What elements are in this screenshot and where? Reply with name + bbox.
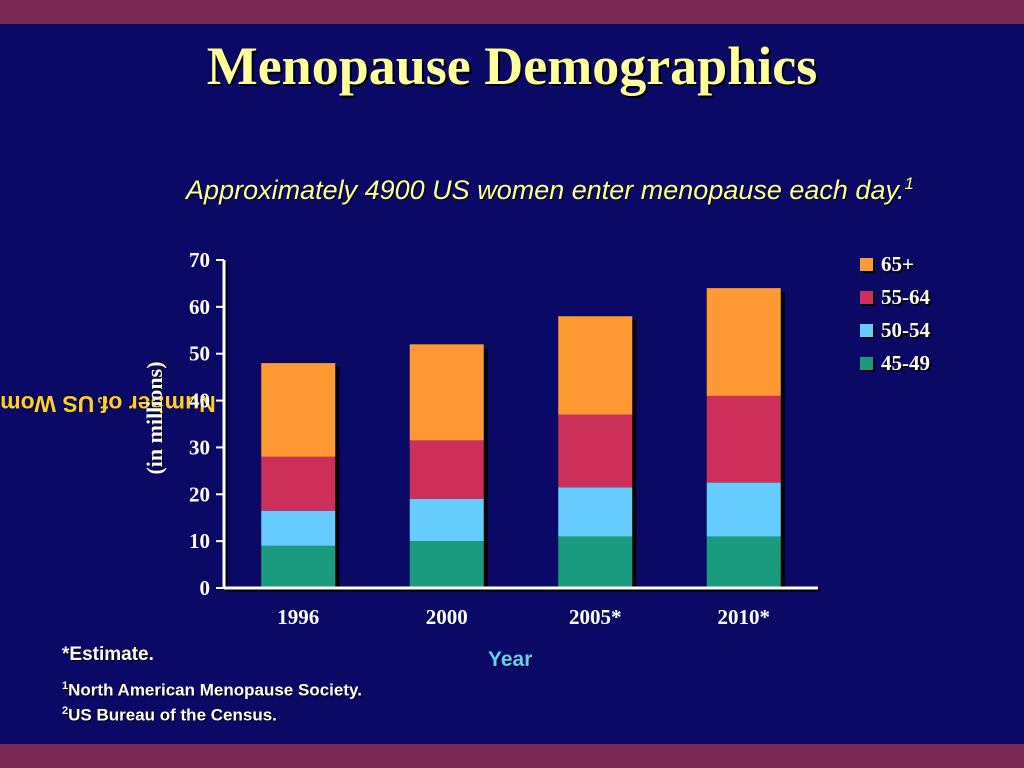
y-tick-label: 40: [189, 389, 210, 413]
y-tick-label: 60: [189, 295, 210, 319]
bottom-band: [0, 744, 1024, 768]
bar-segment-55-64-2010: [706, 395, 781, 483]
slide-subtitle: Approximately 4900 US women enter menopa…: [0, 166, 1024, 208]
legend-swatch: [860, 357, 873, 370]
bar-segment-50-54-2005: [558, 487, 633, 537]
subtitle-text: Approximately 4900 US women enter menopa…: [186, 175, 905, 205]
reference-1-number: 1: [62, 680, 69, 692]
slide-title: Menopause Demographics: [206, 36, 818, 96]
legend-swatch: [860, 258, 873, 271]
y-tick-label: 50: [189, 342, 210, 366]
reference-1-text: North American Menopause Society.: [68, 680, 362, 700]
estimate-footnote: *Estimate.: [62, 644, 154, 665]
x-tick-label: 2005*: [569, 605, 622, 629]
bar-segment-65+-2005: [558, 316, 633, 415]
bar-segment-55-64-2000: [409, 440, 484, 499]
x-tick-label: 1996: [277, 605, 319, 629]
legend-label: 45-49: [881, 351, 930, 375]
y-tick-label: 30: [189, 435, 210, 459]
reference-1: 1North American Menopause Society.: [62, 680, 362, 701]
x-tick-label: 2000: [426, 605, 468, 629]
subtitle-footnote-ref: 1: [904, 174, 914, 193]
bar-segment-50-54-2010: [706, 482, 781, 537]
legend-item: 50-54: [860, 314, 930, 347]
bar-segment-45-49-2010: [706, 536, 781, 588]
chart-legend: 65+ 55-64 50-54 45-49: [860, 248, 930, 380]
bar-segment-55-64-2005: [558, 414, 633, 488]
legend-swatch: [860, 291, 873, 304]
y-tick-label: 10: [189, 529, 210, 553]
legend-label: 50-54: [881, 318, 930, 342]
legend-item: 45-49: [860, 347, 930, 380]
bar-segment-65+-2000: [409, 344, 484, 441]
bar-segment-45-49-2005: [558, 536, 633, 588]
bar-segment-55-64-1996: [261, 456, 336, 511]
legend-item: 65+: [860, 248, 930, 281]
legend-item: 55-64: [860, 281, 930, 314]
y-tick-label: 70: [189, 248, 210, 272]
x-tick-label: 2010*: [718, 605, 771, 629]
bar-segment-65+-2010: [706, 288, 781, 396]
legend-label: 55-64: [881, 285, 930, 309]
legend-swatch: [860, 324, 873, 337]
y-tick-label: 0: [200, 576, 211, 600]
bar-segment-65+-1996: [261, 363, 336, 457]
y-tick-label: 20: [189, 482, 210, 506]
bar-segment-45-49-2000: [409, 541, 484, 588]
legend-label: 65+: [881, 252, 914, 276]
x-axis-title: Year: [488, 648, 533, 671]
bar-segment-50-54-2000: [409, 498, 484, 542]
reference-2-number: 2: [62, 705, 69, 717]
reference-2: 2US Bureau of the Census.: [62, 705, 277, 726]
top-band: [0, 0, 1024, 24]
reference-2-text: US Bureau of the Census.: [68, 705, 277, 725]
bar-segment-50-54-1996: [261, 510, 336, 546]
bar-segment-45-49-1996: [261, 545, 336, 588]
